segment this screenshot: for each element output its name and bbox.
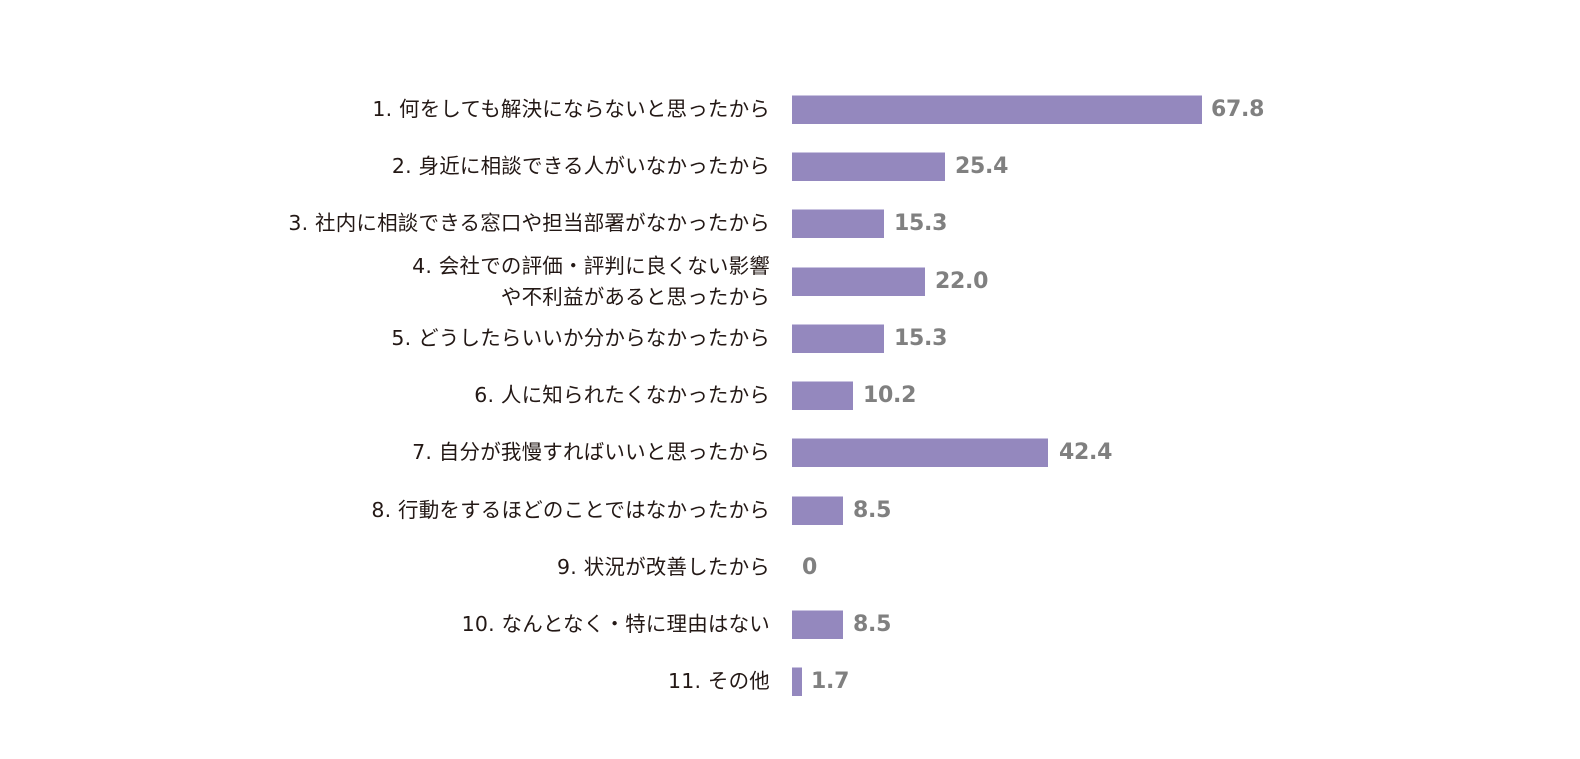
chart-row-5: 5. どうしたらいいか分からなかったから 15.3 [0, 310, 1580, 367]
value-label: 67.8 [1211, 97, 1265, 122]
value-label: 15.3 [894, 211, 948, 236]
category-label: 8. 行動をするほどのことではなかったから [371, 482, 770, 539]
value-label: 0 [802, 555, 818, 580]
chart-row-10: 10. なんとなく・特に理由はない 8.5 [0, 596, 1580, 653]
category-label-line: 1. 何をしても解決にならないと思ったから [372, 97, 770, 121]
category-label: 11. その他 [668, 653, 770, 710]
value-label: 22.0 [935, 269, 989, 294]
chart-row-4: 4. 会社での評価・評判に良くない影響 や不利益があると思ったから 22.0 [0, 253, 1580, 310]
category-label: 5. どうしたらいいか分からなかったから [391, 310, 770, 367]
category-label-line: 3. 社内に相談できる窓口や担当部署がなかったから [288, 211, 770, 235]
category-label: 6. 人に知られたくなかったから [474, 367, 770, 424]
category-label-line: 11. その他 [667, 669, 770, 693]
category-label-line: 7. 自分が我慢すればいいと思ったから [412, 440, 770, 464]
bar [792, 152, 945, 181]
value-label: 1.7 [811, 669, 850, 694]
value-label: 8.5 [853, 498, 892, 523]
chart-row-6: 6. 人に知られたくなかったから 10.2 [0, 367, 1580, 424]
chart-row-11: 11. その他 1.7 [0, 653, 1580, 710]
bar [792, 381, 853, 410]
bar [792, 267, 925, 296]
category-label-line: 8. 行動をするほどのことではなかったから [371, 498, 770, 522]
category-label: 2. 身近に相談できる人がいなかったから [392, 138, 770, 195]
bar [792, 667, 802, 696]
chart-row-7: 7. 自分が我慢すればいいと思ったから 42.4 [0, 424, 1580, 481]
bar [792, 438, 1048, 467]
chart-row-3: 3. 社内に相談できる窓口や担当部署がなかったから 15.3 [0, 195, 1580, 252]
category-label: 1. 何をしても解決にならないと思ったから [372, 81, 770, 138]
bar [792, 324, 884, 353]
category-label-line: 5. どうしたらいいか分からなかったから [391, 326, 770, 350]
category-label-line: 4. 会社での評価・評判に良くない影響 [412, 253, 770, 278]
category-label: 9. 状況が改善したから [557, 539, 770, 596]
bar [792, 610, 843, 639]
bar [792, 209, 884, 238]
category-label: 4. 会社での評価・評判に良くない影響 や不利益があると思ったから [412, 253, 770, 310]
chart-row-8: 8. 行動をするほどのことではなかったから 8.5 [0, 482, 1580, 539]
value-label: 25.4 [955, 154, 1009, 179]
bar [792, 95, 1202, 124]
chart-row-2: 2. 身近に相談できる人がいなかったから 25.4 [0, 138, 1580, 195]
value-label: 15.3 [894, 326, 948, 351]
category-label-line: 2. 身近に相談できる人がいなかったから [391, 154, 770, 178]
category-label-line: 6. 人に知られたくなかったから [474, 383, 770, 407]
chart-row-1: 1. 何をしても解決にならないと思ったから 67.8 [0, 81, 1580, 138]
value-label: 8.5 [853, 612, 892, 637]
category-label: 7. 自分が我慢すればいいと思ったから [412, 424, 770, 481]
value-label: 10.2 [863, 383, 917, 408]
value-label: 42.4 [1059, 440, 1113, 465]
category-label: 10. なんとなく・特に理由はない [462, 596, 770, 653]
bar [792, 496, 843, 525]
chart-row-9: 9. 状況が改善したから 0 [0, 539, 1580, 596]
category-label-line: 9. 状況が改善したから [557, 555, 770, 579]
category-label-line: や不利益があると思ったから [500, 284, 770, 309]
category-label: 3. 社内に相談できる窓口や担当部署がなかったから [288, 195, 770, 252]
category-label-line: 10. なんとなく・特に理由はない [461, 612, 770, 636]
